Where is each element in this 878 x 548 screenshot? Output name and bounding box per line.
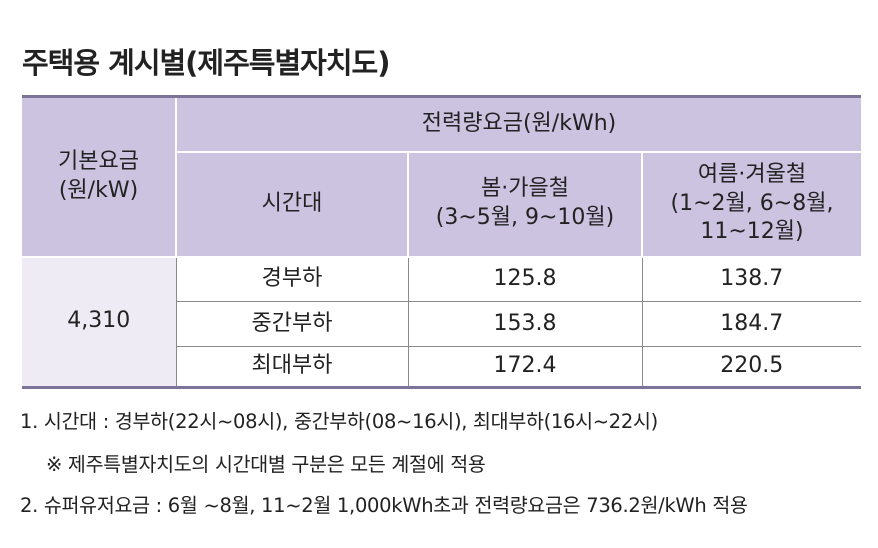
header-cell: 전력량요금(원/kWh) bbox=[175, 96, 861, 153]
cell: 153.8 bbox=[407, 301, 643, 347]
header-text: 여름·겨울철 bbox=[697, 162, 807, 188]
cell: 경부하 bbox=[175, 256, 409, 302]
header-cell: 여름·겨울철 (1~2월, 6~8월, 11~12월) bbox=[641, 150, 861, 258]
cell: 172.4 bbox=[407, 346, 643, 388]
header-text: (3~5월, 9~10월) bbox=[435, 205, 615, 230]
title: 주택용 계시별(제주특별자치도) bbox=[22, 46, 390, 80]
header-text: (1~2월, 6~8월, bbox=[670, 190, 834, 216]
cell: 184.7 bbox=[641, 301, 861, 347]
cell: 125.8 bbox=[407, 256, 643, 302]
header-text: 11~12월) bbox=[700, 219, 804, 245]
cell: 중간부하 bbox=[175, 301, 409, 347]
cell: 최대부하 bbox=[175, 346, 409, 388]
note: 1. 시간대 : 경부하(22시~08시), 중간부하(08~16시), 최대부… bbox=[20, 410, 658, 433]
header-text: (원/kW) bbox=[58, 177, 139, 203]
cell: 220.5 bbox=[641, 346, 861, 388]
header-text: 봄·가을철 bbox=[481, 176, 569, 202]
header-cell: 시간대 bbox=[176, 150, 409, 258]
header-text: 기본요금 bbox=[58, 149, 139, 175]
header-cell: 기본요금 (원/kW) bbox=[22, 96, 177, 258]
header-cell: 봄·가을철 (3~5월, 9~10월) bbox=[407, 150, 643, 258]
note: ※ 제주특별자치도의 시간대별 구분은 모든 계절에 적용 bbox=[46, 453, 486, 476]
tariff-table: 기본요금 (원/kW) 전력량요금(원/kWh) 시간대 봄·가을철 (3~5월… bbox=[22, 95, 861, 389]
cell: 138.7 bbox=[641, 256, 861, 302]
note: 2. 슈퍼유저요금 : 6월 ~8월, 11~2월 1,000kWh초과 전력량… bbox=[20, 494, 748, 517]
base-fee: 4,310 bbox=[22, 256, 177, 388]
